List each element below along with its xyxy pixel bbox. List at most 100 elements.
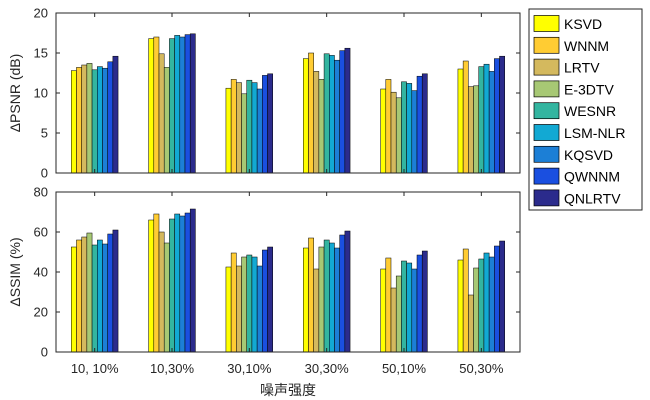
ssim-axes-box (55, 191, 521, 353)
ssim-bars (71, 208, 505, 353)
psnr-bar-lsm-nlr (406, 83, 413, 174)
ssim-xlabel: 噪声强度 (260, 383, 316, 399)
ssim-bar-kqsvd (411, 268, 418, 353)
ssim-bar-e-3dtv (241, 256, 247, 353)
ssim-ytick-label: 80 (34, 185, 48, 200)
psnr-bar-qwnnm (184, 34, 191, 174)
psnr-ytick-label: 20 (34, 6, 48, 21)
ssim-bar-ksvd (71, 246, 77, 353)
psnr-bar-wesnr (401, 81, 407, 174)
psnr-bar-wnnm (385, 79, 392, 174)
ssim-bar-wnnm (308, 237, 314, 353)
legend-label-wnnm: WNNM (564, 38, 609, 54)
psnr-bar-lrtv (236, 82, 242, 174)
psnr-bar-wesnr (246, 79, 253, 174)
psnr-ticks: 0 5 10 15 20 (34, 6, 520, 181)
ssim-ytick-label: 40 (34, 265, 48, 280)
psnr-bar-wesnr (91, 69, 98, 174)
legend-swatch-wesnr (533, 102, 560, 120)
ssim-bar-qwnnm (262, 249, 268, 353)
ssim-bar-wnnm (230, 252, 237, 353)
psnr-bar-qnlrtv (421, 73, 428, 174)
psnr-ytick-label: 0 (41, 166, 48, 181)
ssim-bar-lsm-nlr (329, 242, 335, 353)
ssim-bar-lsm-nlr (174, 213, 181, 353)
legend-label-lsm-nlr: LSM-NLR (564, 125, 625, 141)
ssim-bar-wesnr (401, 260, 407, 353)
psnr-bar-wesnr (478, 66, 485, 174)
legend-label-e-3dtv: E-3DTV (564, 81, 614, 97)
ssim-bar-lrtv (81, 236, 88, 353)
psnr-bar-kqsvd (334, 59, 340, 174)
psnr-bar-lrtv (158, 53, 165, 174)
psnr-bar-qnlrtv (267, 73, 273, 174)
psnr-bar-lrtv (81, 64, 88, 174)
ssim-bar-qnlrtv (499, 240, 505, 353)
psnr-bar-lsm-nlr (329, 55, 335, 174)
ssim-ticks: 0 20 40 60 80 10, 10% 10,30% 30,10% 30,30% 50,10%… (34, 185, 520, 376)
psnr-bar-e-3dtv (241, 93, 247, 174)
psnr-bar-qnlrtv (499, 55, 505, 174)
psnr-bar-lrtv (468, 86, 474, 174)
ssim-bar-qwnnm (416, 254, 423, 353)
psnr-bar-kqsvd (102, 67, 108, 174)
ssim-bar-kqsvd (179, 215, 186, 353)
psnr-bar-qnlrtv (344, 47, 351, 174)
xtick-label: 50,10% (382, 361, 427, 376)
xtick-label: 10, 10% (71, 361, 119, 376)
psnr-bar-lsm-nlr (97, 66, 103, 174)
psnr-bar-wesnr (169, 38, 175, 174)
ssim-bar-kqsvd (256, 265, 263, 353)
legend-label-lrtv: LRTV (564, 60, 600, 76)
psnr-ytick-label: 10 (34, 86, 48, 101)
psnr-bar-wnnm (308, 52, 314, 174)
ssim-bar-e-3dtv (318, 246, 325, 353)
ssim-bar-lrtv (390, 287, 397, 353)
psnr-plot-area (56, 13, 520, 173)
ssim-bar-qwnnm (107, 233, 114, 353)
ssim-bar-wesnr (169, 218, 175, 353)
psnr-bar-ksvd (380, 88, 387, 174)
ssim-bar-e-3dtv (395, 275, 402, 353)
ssim-bar-qnlrtv (112, 229, 119, 353)
legend-label-kqsvd: KQSVD (564, 147, 613, 163)
legend-label-qnlrtv: QNLRTV (564, 190, 621, 206)
ssim-bar-lrtv (236, 265, 242, 353)
ssim-bar-wesnr (478, 258, 485, 353)
ssim-bar-lsm-nlr (97, 239, 103, 353)
ssim-bar-wesnr (246, 254, 253, 353)
xtick-label: 50,30% (459, 361, 504, 376)
psnr-panel: 0 5 10 15 20 ΔPSNR (dB) (7, 6, 521, 181)
legend-label-qwnnm: QWNNM (564, 169, 620, 185)
psnr-bar-ksvd (303, 58, 309, 174)
psnr-bar-e-3dtv (395, 97, 402, 174)
psnr-bar-qwnnm (107, 61, 114, 174)
legend-swatch-qwnnm (533, 167, 560, 185)
ssim-bar-lsm-nlr (483, 252, 490, 353)
legend-swatch-e-3dtv (533, 80, 560, 98)
ssim-bar-qwnnm (184, 212, 191, 353)
ssim-bar-qnlrtv (189, 208, 196, 353)
psnr-bar-wesnr (323, 53, 330, 174)
xtick-label: 10,30% (150, 361, 195, 376)
psnr-bar-ksvd (148, 38, 155, 174)
ssim-bar-ksvd (303, 247, 309, 353)
psnr-bar-qnlrtv (189, 33, 196, 174)
psnr-bar-qnlrtv (112, 55, 119, 174)
ssim-bar-qnlrtv (421, 250, 428, 353)
psnr-bar-e-3dtv (163, 67, 170, 174)
ssim-bar-kqsvd (334, 247, 340, 353)
ssim-ytick-label: 0 (41, 345, 48, 360)
ssim-panel: 0 20 40 60 80 10, 10% 10,30% 30,10% 30,30% 50,10%… (7, 185, 521, 399)
psnr-bar-lsm-nlr (483, 63, 490, 174)
ssim-ytick-label: 20 (34, 305, 48, 320)
ssim-bar-ksvd (148, 219, 155, 353)
legend: KSVD WNNM LRTV E-3DTV WESNR LSM-NLR KQSVD QWNNM… (528, 8, 643, 211)
legend-swatch-lsm-nlr (533, 124, 560, 141)
ssim-ylabel: ΔSSIM (%) (7, 237, 23, 306)
legend-label-ksvd: KSVD (564, 16, 602, 32)
psnr-bar-lrtv (390, 91, 397, 174)
ssim-bar-lsm-nlr (406, 262, 413, 353)
psnr-ylabel: ΔPSNR (dB) (7, 54, 23, 133)
